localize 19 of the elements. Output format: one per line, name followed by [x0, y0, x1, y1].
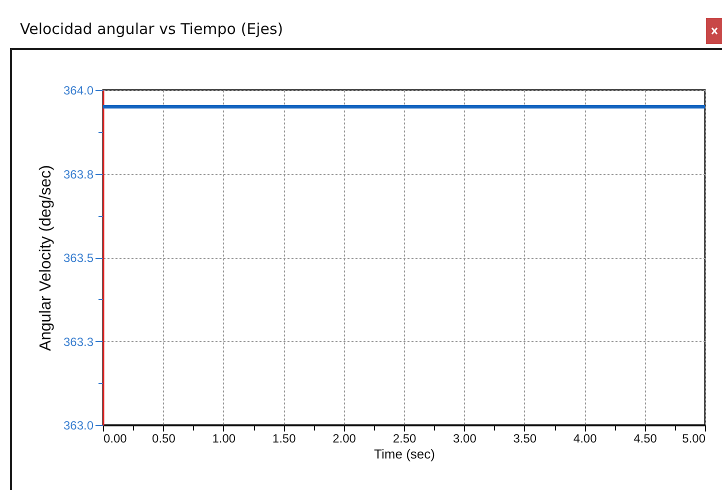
- x-tick-label: 3.00: [453, 432, 477, 446]
- x-tick-label: 5.00: [682, 432, 706, 446]
- y-tick-label: 363.5: [63, 251, 94, 265]
- y-axis-title: Angular Velocity (deg/sec): [37, 165, 54, 351]
- x-tick-label: 0.50: [152, 432, 176, 446]
- x-tick-label: 3.50: [513, 432, 537, 446]
- x-tick-label: 4.00: [573, 432, 598, 446]
- x-tick-label: 4.50: [634, 432, 658, 446]
- x-tick-label: 2.50: [392, 432, 416, 446]
- chart-title: Velocidad angular vs Tiempo (Ejes): [20, 20, 284, 38]
- x-tick-label: 0.00: [104, 432, 128, 446]
- x-tick-label: 2.00: [332, 432, 356, 446]
- y-tick-label: 363.0: [63, 418, 94, 432]
- x-axis-title: Time (sec): [374, 446, 435, 462]
- y-tick-label: 363.3: [63, 334, 94, 349]
- y-tick-label: 363.8: [63, 167, 94, 182]
- y-tick-label: 364.0: [63, 84, 94, 98]
- x-tick-label: 1.00: [212, 432, 236, 446]
- x-tick-label: 1.50: [272, 432, 296, 446]
